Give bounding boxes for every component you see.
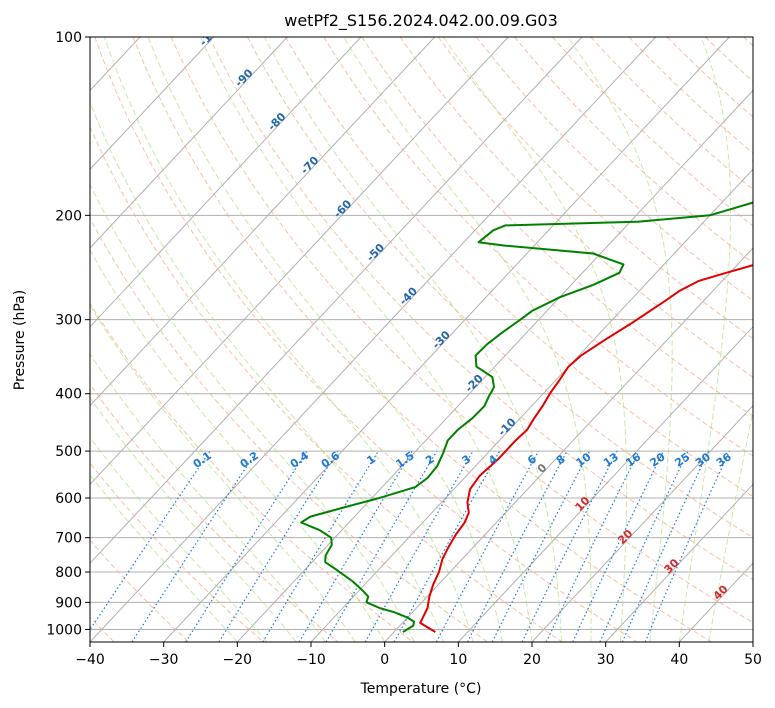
mixing-ratio-line [90,450,211,631]
y-tick-label: 500 [55,444,82,460]
x-tick-label: 10 [449,652,467,668]
x-axis-label: Temperature (°C) [360,681,482,697]
x-tick-label: 20 [523,652,541,668]
plot-frame [89,36,754,643]
moist-adiabat-line [90,101,445,642]
mixing-ratio-line [621,450,710,642]
y-tick-label: 900 [55,595,82,611]
isotherm-line [90,37,362,328]
chart-title: wetPf2_S156.2024.042.00.09.G03 [284,11,558,31]
x-tick-label: −10 [296,652,326,668]
isotherm-line [90,37,215,171]
mixing-ratio-line [491,450,591,642]
x-tick-label: 50 [744,652,762,668]
mixing-ratio-line [262,450,379,642]
isotherm-line [90,37,657,642]
dry-adiabat-line [94,37,638,642]
dry-adiabat-line [514,37,753,264]
dewpoint-profile-line [300,160,753,633]
dry-adiabat-line [323,37,753,457]
x-tick-label: 40 [670,652,688,668]
mixing-ratio-line [435,450,540,642]
moist-adiabat-line [443,37,628,642]
plot-area [90,37,753,642]
dry-adiabat-line [90,539,190,642]
mixing-ratio-line [185,450,308,642]
x-tick-label: −30 [149,652,179,668]
dry-adiabat-line [552,37,753,227]
mixing-ratio-line [521,450,618,642]
y-tick-label: 800 [55,565,82,581]
isotherm-line [605,483,753,642]
moist-adiabat-line [90,436,268,642]
dry-adiabat-label: -100 [197,20,226,49]
dry-adiabat-line [247,37,753,539]
moist-adiabat-line [147,37,503,642]
moist-adiabat-line [200,37,533,642]
y-tick-label: 100 [55,30,82,46]
moist-adiabat-line [90,304,356,642]
dry-adiabat-line [132,37,712,642]
mixing-ratio-line [364,450,474,642]
moist-adiabat-line [90,248,386,642]
isotherm-line [90,37,436,407]
moist-adiabat-line [104,37,474,642]
y-tick-label: 1000 [46,622,82,638]
dry-adiabat-line [285,37,753,498]
moist-adiabat-line [263,37,562,642]
dry-adiabat-line [90,302,414,642]
moist-adiabat-line [90,396,297,642]
dry-adiabat-line [628,37,753,154]
y-tick-label: 700 [55,531,82,547]
isotherm-line [90,37,288,249]
dry-adiabat-line [90,125,563,642]
isotherm-line [163,37,730,642]
moist-adiabat-line [678,37,732,642]
x-tick-label: −20 [223,652,253,668]
dry-adiabat-line [208,37,753,581]
isotherm-line [90,37,509,486]
mixing-ratio-line [393,450,501,642]
isotherm-line [384,247,753,642]
moist-adiabat-line [567,37,673,642]
y-tick-label: 300 [55,313,82,329]
moist-adiabat-line [90,474,238,642]
y-tick-label: 600 [55,491,82,507]
mixing-ratio-line [131,450,258,642]
dry-adiabat-line [361,37,753,417]
x-tick-label: 30 [597,652,615,668]
temperature-profile-line [419,264,753,633]
moist-adiabat-line [343,37,592,642]
isotherm-line [90,37,583,564]
dry-adiabat-line [170,37,753,624]
axis-layer: −40 −30 −20 −10 0 10 20 30 40 50 1000 900 800 700 600 5… [46,30,762,668]
isotherm-line [531,404,753,642]
mixing-ratio-line [644,450,730,642]
moist-adiabat-line [708,408,753,642]
dry-adiabat-line [90,383,339,642]
dry-adiabat-line [437,37,753,340]
y-tick-label: 400 [55,387,82,403]
moist-adiabat-line [90,183,415,642]
isotherm-line [310,168,753,642]
dry-adiabat-line [399,37,753,378]
y-tick-label: 200 [55,208,82,224]
x-tick-label: 0 [380,652,389,668]
y-axis-label: Pressure (hPa) [12,290,28,390]
x-tick-label: −40 [75,652,105,668]
